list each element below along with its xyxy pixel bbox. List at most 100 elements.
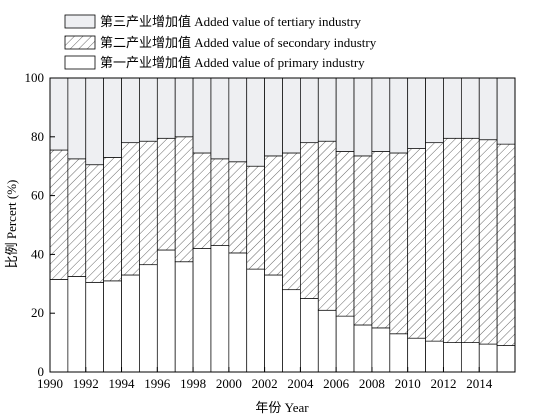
bar-primary-2002	[264, 274, 283, 373]
bar-tertiary-1999	[210, 77, 230, 160]
legend-label-secondary: 第二产业增加值 Added value of secondary industr…	[100, 35, 377, 50]
bar-secondary-1998	[192, 152, 212, 249]
legend-swatch-tertiary	[64, 14, 96, 29]
bar-secondary-1995	[139, 140, 158, 266]
bar-tertiary-2014	[478, 77, 498, 141]
bar-primary-2009	[389, 333, 409, 373]
bar-primary-2015	[496, 345, 516, 373]
bar-tertiary-2000	[228, 77, 248, 163]
bar-secondary-2009	[389, 152, 409, 335]
y-axis-title: 比例 Percert (%)	[4, 180, 19, 269]
bar-tertiary-1991	[67, 77, 87, 160]
legend-swatch-primary	[64, 55, 96, 70]
bar-primary-2005	[317, 309, 337, 373]
bar-tertiary-2001	[246, 77, 265, 167]
legend-item-secondary: 第二产业增加值 Added value of secondary industr…	[64, 35, 377, 50]
bar-primary-1993	[103, 280, 122, 373]
bar-primary-2014	[478, 343, 498, 373]
bar-primary-1996	[156, 249, 176, 373]
bar-secondary-2011	[425, 142, 444, 342]
x-tick-label: 1994	[109, 376, 136, 391]
legend: 第三产业增加值 Added value of tertiary industry…	[64, 14, 377, 70]
x-tick-label: 2012	[430, 376, 456, 391]
bar-secondary-2008	[371, 151, 391, 329]
bar-primary-1995	[139, 264, 158, 373]
x-tick-label: 2004	[287, 376, 314, 391]
bar-tertiary-2007	[353, 77, 373, 157]
axes-group: 0 20 40 60 80 100 1990 1992 1994 1996 1998 2000 2002…	[25, 70, 516, 391]
bar-secondary-1999	[210, 158, 230, 246]
bar-tertiary-2004	[300, 77, 319, 144]
y-tick-label: 0	[38, 364, 45, 379]
bar-tertiary-1996	[156, 77, 176, 139]
bar-secondary-2000	[228, 161, 248, 254]
bar-primary-1990	[49, 279, 69, 373]
bar-tertiary-1998	[192, 77, 212, 154]
bar-primary-1998	[192, 248, 212, 373]
bar-primary-2012	[443, 342, 462, 373]
x-tick-label: 2008	[359, 376, 385, 391]
bar-secondary-1990	[49, 149, 69, 280]
legend-item-primary: 第一产业增加值 Added value of primary industry	[64, 55, 365, 70]
bar-secondary-2014	[478, 139, 498, 345]
bar-secondary-1993	[103, 157, 122, 282]
x-tick-label: 2010	[395, 376, 421, 391]
bars-group	[49, 77, 516, 373]
bar-secondary-2005	[317, 140, 337, 311]
x-tick-label: 2002	[252, 376, 278, 391]
y-tick-label: 60	[31, 188, 44, 203]
bar-primary-2003	[282, 289, 301, 373]
legend-label-primary: 第一产业增加值 Added value of primary industry	[100, 55, 365, 70]
bar-tertiary-1990	[49, 77, 69, 151]
bar-tertiary-2013	[461, 77, 480, 139]
bar-secondary-2007	[353, 155, 373, 326]
bar-primary-1997	[174, 261, 194, 373]
bar-secondary-2001	[246, 165, 265, 270]
bar-secondary-1997	[174, 136, 194, 263]
bar-tertiary-1997	[174, 77, 194, 138]
x-tick-label: 1998	[180, 376, 206, 391]
bar-primary-2004	[300, 298, 319, 373]
x-tick-label: 1990	[37, 376, 63, 391]
bar-primary-2001	[246, 268, 265, 373]
x-tick-label: 2014	[466, 376, 493, 391]
bar-primary-1994	[121, 274, 140, 373]
bar-primary-1991	[67, 276, 87, 373]
plot-frame	[49, 77, 516, 373]
x-tick-label: 2006	[323, 376, 350, 391]
bar-secondary-2010	[407, 148, 426, 339]
bar-tertiary-1995	[139, 77, 158, 142]
bar-tertiary-2012	[443, 77, 462, 139]
bar-tertiary-1993	[103, 77, 122, 158]
bar-tertiary-2015	[496, 77, 516, 145]
legend-item-tertiary: 第三产业增加值 Added value of tertiary industry	[64, 14, 362, 29]
bar-tertiary-2008	[371, 77, 391, 152]
legend-label-tertiary: 第三产业增加值 Added value of tertiary industry	[100, 14, 362, 29]
bar-secondary-1991	[67, 158, 87, 277]
bar-secondary-2013	[461, 137, 480, 343]
bar-secondary-1992	[85, 164, 104, 283]
y-tick-label: 20	[31, 305, 44, 320]
bar-tertiary-2009	[389, 77, 409, 154]
bar-tertiary-2011	[425, 77, 444, 144]
bar-primary-1992	[85, 281, 104, 373]
bar-secondary-1996	[156, 137, 176, 251]
bar-primary-2008	[371, 327, 391, 373]
bar-tertiary-2010	[407, 77, 426, 149]
bar-tertiary-2003	[282, 77, 301, 154]
bar-tertiary-1992	[85, 77, 104, 166]
y-tick-label: 80	[31, 129, 44, 144]
bar-secondary-2012	[443, 137, 462, 343]
bar-primary-2006	[335, 315, 355, 373]
x-tick-label: 1992	[73, 376, 99, 391]
bar-primary-2007	[353, 324, 373, 373]
bar-primary-2000	[228, 252, 248, 373]
bar-secondary-2006	[335, 151, 355, 317]
bar-secondary-2003	[282, 152, 301, 291]
bar-secondary-2015	[496, 143, 516, 346]
legend-swatch-secondary	[64, 35, 96, 50]
bar-secondary-2004	[300, 142, 319, 299]
bar-primary-2013	[461, 342, 480, 373]
bar-primary-2011	[425, 340, 444, 373]
